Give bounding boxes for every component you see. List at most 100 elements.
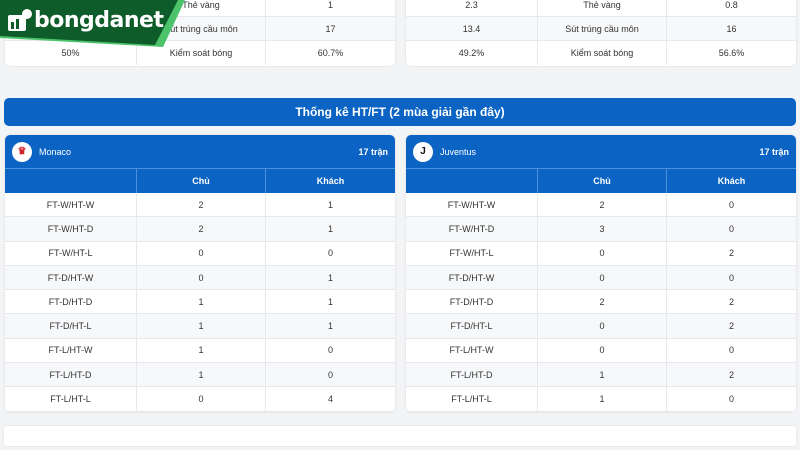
col-home: Chủ: [137, 169, 266, 193]
away-count: 0: [327, 369, 333, 380]
home-count: 1: [137, 363, 266, 387]
away-count: 1: [327, 321, 333, 332]
stat-right: 56.6%: [718, 48, 745, 58]
home-count: 2: [538, 193, 667, 217]
htft-card-juventus: J Juventus 17 trận Chủ Khách FT-W/HT-W 2 0 FT-W…: [406, 135, 796, 412]
home-count: 0: [538, 241, 667, 265]
result-type: FT-D/HT-W: [406, 265, 538, 290]
table-row: FT-W/HT-D 2 1: [5, 217, 395, 242]
stat-label: Sút trúng cầu môn: [137, 17, 266, 40]
table-row: FT-W/HT-W 2 1: [5, 193, 395, 218]
home-count: 3: [538, 217, 667, 241]
home-count: 1: [538, 363, 667, 387]
team-crest-icon: J: [413, 141, 433, 162]
table-row: FT-W/HT-W 2 0: [406, 193, 796, 218]
logo-text: bongdanet: [34, 8, 164, 33]
away-count: 2: [728, 321, 734, 332]
home-count: 2: [137, 217, 266, 241]
home-count: 2: [137, 193, 266, 217]
stat-left: 50%: [5, 41, 137, 65]
table-row: FT-L/HT-W 1 0: [5, 338, 395, 364]
result-type: FT-W/HT-W: [5, 193, 137, 217]
stat-right: 1: [327, 0, 333, 10]
stat-row: 13.4 Sút trúng cầu môn 16: [406, 17, 796, 41]
stat-row: 50% Kiểm soát bóng 60.7%: [5, 41, 395, 65]
match-count: 17 trận: [358, 146, 388, 157]
col-blank: [5, 169, 137, 193]
away-count: 0: [327, 345, 333, 356]
col-away: Khách: [717, 176, 746, 186]
table-row: FT-D/HT-W 0 1: [5, 265, 395, 291]
col-blank: [406, 169, 538, 193]
result-type: FT-L/HT-W: [5, 338, 137, 363]
table-row: FT-L/HT-W 0 0: [406, 338, 796, 364]
table-row: FT-L/HT-D 1 0: [5, 363, 395, 388]
away-count: 2: [728, 296, 734, 307]
team-header: J Juventus 17 trận: [406, 135, 796, 168]
result-type: FT-D/HT-L: [406, 314, 538, 338]
column-header: Chủ Khách: [406, 168, 796, 193]
home-count: 2: [538, 290, 667, 314]
result-type: FT-L/HT-L: [406, 387, 538, 411]
stat-label: Thẻ vàng: [137, 0, 266, 16]
bottom-panel: [4, 426, 796, 446]
result-type: FT-L/HT-D: [5, 363, 137, 387]
team-name: Juventus: [440, 146, 477, 157]
table-row: FT-D/HT-D 1 1: [5, 290, 395, 315]
away-count: 2: [728, 248, 734, 259]
stat-label: Thẻ vàng: [538, 0, 667, 16]
away-count: 1: [327, 296, 333, 307]
result-type: FT-D/HT-D: [5, 290, 137, 314]
away-count: 0: [728, 223, 734, 234]
team-header: ♛ Monaco 17 trận: [5, 135, 395, 168]
stat-left: 49.2%: [406, 41, 538, 65]
logo-banner-shape: [0, 0, 185, 47]
stat-label: Kiểm soát bóng: [137, 41, 266, 65]
stat-right: 0.8: [725, 0, 738, 10]
table-row: FT-D/HT-W 0 0: [406, 265, 796, 291]
home-count: 1: [137, 338, 266, 363]
away-count: 1: [327, 223, 333, 234]
table-row: FT-D/HT-D 2 2: [406, 290, 796, 315]
table-row: FT-L/HT-L 1 0: [406, 387, 796, 412]
away-count: 0: [728, 272, 734, 283]
table-row: FT-W/HT-L 0 0: [5, 241, 395, 266]
stats-card-right: 2.3 Thẻ vàng 0.8 13.4 Sút trúng cầu môn 16 4…: [406, 0, 796, 66]
stat-left: 13.4: [406, 17, 538, 40]
col-away: Khách: [316, 176, 345, 186]
result-type: FT-D/HT-W: [5, 265, 137, 290]
home-count: 0: [538, 265, 667, 290]
result-type: FT-D/HT-D: [406, 290, 538, 314]
team-crest-icon: ♛: [12, 141, 32, 162]
result-type: FT-W/HT-L: [5, 241, 137, 265]
result-type: FT-L/HT-W: [406, 338, 538, 363]
table-row: FT-W/HT-D 3 0: [406, 217, 796, 242]
result-type: FT-W/HT-L: [406, 241, 538, 265]
match-count: 17 trận: [759, 146, 789, 157]
away-count: 0: [728, 345, 734, 356]
home-count: 0: [538, 314, 667, 338]
result-type: FT-W/HT-D: [406, 217, 538, 241]
table-row: FT-D/HT-L 0 2: [406, 314, 796, 339]
away-count: 1: [327, 199, 333, 210]
away-count: 0: [728, 199, 734, 210]
home-count: 0: [538, 338, 667, 363]
home-count: 1: [137, 314, 266, 338]
away-count: 1: [327, 272, 333, 283]
stat-row: 49.2% Kiểm soát bóng 56.6%: [406, 41, 796, 65]
stat-left: 2.3: [406, 0, 538, 16]
result-type: FT-D/HT-L: [5, 314, 137, 338]
home-count: 0: [137, 387, 266, 411]
table-row: FT-L/HT-D 1 2: [406, 363, 796, 388]
bongdanet-logo[interactable]: bongdanet: [0, 0, 200, 50]
stat-right: 17: [325, 23, 336, 34]
stat-label: Sút trúng cầu môn: [538, 17, 667, 40]
result-type: FT-W/HT-D: [5, 217, 137, 241]
home-count: 0: [137, 265, 266, 290]
table-row: FT-W/HT-L 0 2: [406, 241, 796, 266]
team-name: Monaco: [39, 146, 72, 157]
stat-label: Kiểm soát bóng: [538, 41, 667, 65]
away-count: 0: [728, 394, 734, 405]
stat-right: 60.7%: [317, 48, 344, 58]
column-header: Chủ Khách: [5, 168, 395, 193]
